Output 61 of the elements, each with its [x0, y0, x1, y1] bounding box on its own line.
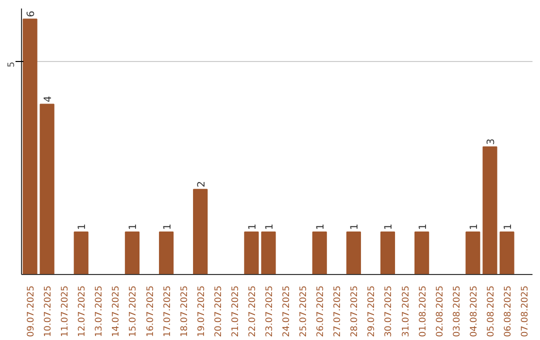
x-tick-label: 31.07.2025 — [401, 286, 412, 338]
bar — [244, 231, 259, 274]
x-tick-label: 19.07.2025 — [196, 286, 207, 338]
x-tick-label: 12.07.2025 — [78, 286, 88, 338]
x-tick-label: 02.08.2025 — [435, 286, 446, 338]
x-tick-label: 26.07.2025 — [316, 286, 326, 338]
x-tick-label: 29.07.2025 — [367, 286, 378, 338]
x-tick-label: 05.08.2025 — [486, 286, 496, 338]
x-tick-label: 20.07.2025 — [214, 286, 224, 338]
data-label: 3 — [486, 138, 497, 145]
x-tick-label: 01.08.2025 — [418, 286, 428, 338]
x-tick-label: 21.07.2025 — [230, 286, 241, 338]
x-tick-label: 30.07.2025 — [384, 286, 394, 338]
data-label: 1 — [350, 224, 361, 230]
data-label: 2 — [196, 181, 208, 188]
x-tick-label: 09.07.2025 — [26, 286, 37, 338]
x-tick-label: 28.07.2025 — [350, 286, 360, 338]
x-tick-label: 18.07.2025 — [180, 286, 190, 338]
bar — [346, 231, 361, 274]
x-tick-label: 24.07.2025 — [282, 286, 292, 338]
bar — [414, 231, 430, 274]
x-tick-label: 14.07.2025 — [112, 286, 122, 338]
data-label: 4 — [43, 96, 54, 102]
data-label: 1 — [316, 224, 327, 230]
data-label: 1 — [162, 224, 174, 230]
bar — [22, 18, 38, 274]
data-label: 1 — [468, 224, 480, 230]
data-label: 1 — [77, 224, 88, 230]
bar — [482, 146, 498, 274]
x-tick-label: 17.07.2025 — [162, 286, 173, 338]
x-tick-label: 11.07.2025 — [60, 286, 71, 338]
bar — [380, 231, 396, 274]
bar — [40, 104, 54, 274]
x-tick-label: 04.08.2025 — [469, 286, 480, 338]
x-tick-label: 07.08.2025 — [520, 286, 530, 338]
bar — [261, 231, 276, 274]
data-label: 1 — [384, 224, 395, 230]
x-tick-label: 15.07.2025 — [128, 286, 139, 338]
x-tick-label: 13.07.2025 — [94, 286, 105, 338]
data-label: 1 — [418, 224, 429, 230]
data-label: 1 — [502, 224, 514, 230]
y-tick-label: 5 — [7, 62, 17, 68]
data-label: 1 — [247, 224, 258, 230]
x-tick-label: 23.07.2025 — [264, 286, 275, 338]
data-label: 1 — [264, 224, 276, 230]
data-label: 1 — [128, 224, 140, 230]
x-tick-label: 25.07.2025 — [299, 286, 310, 338]
x-tick-label: 22.07.2025 — [248, 286, 258, 338]
bar — [74, 231, 88, 274]
bar — [158, 231, 174, 274]
bar — [193, 188, 208, 274]
x-tick-label: 03.08.2025 — [452, 286, 462, 338]
x-tick-label: 16.07.2025 — [146, 286, 156, 338]
bar — [312, 231, 327, 274]
x-tick-label: 10.07.2025 — [44, 286, 54, 338]
x-tick-label: 06.08.2025 — [503, 286, 514, 338]
bar — [466, 231, 480, 274]
data-label: 6 — [26, 10, 38, 18]
x-tick-label: 27.07.2025 — [333, 286, 344, 338]
bar — [500, 231, 514, 274]
bar — [124, 231, 140, 274]
